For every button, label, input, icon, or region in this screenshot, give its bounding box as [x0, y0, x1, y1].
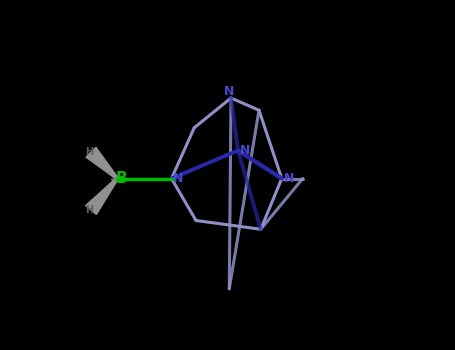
Text: N: N: [173, 172, 184, 185]
Text: N: N: [283, 172, 294, 185]
Text: H: H: [85, 147, 93, 157]
Polygon shape: [86, 147, 118, 179]
Text: N: N: [240, 144, 250, 157]
Text: N: N: [224, 85, 234, 98]
Polygon shape: [86, 178, 118, 215]
Text: H: H: [85, 205, 93, 215]
Text: B: B: [116, 171, 127, 186]
